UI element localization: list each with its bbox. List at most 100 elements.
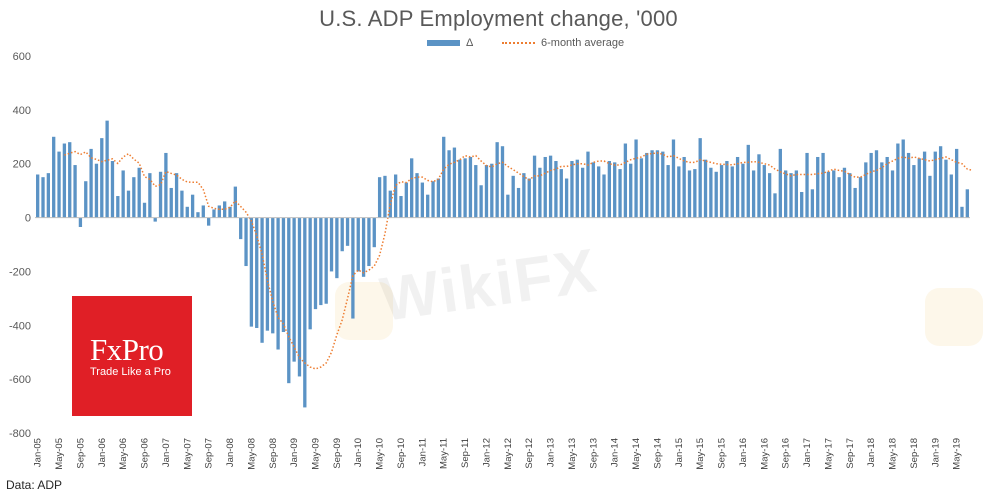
bar [666, 165, 670, 218]
x-tick-label: Jan-07 [161, 438, 172, 467]
y-tick-label: -800 [9, 428, 31, 440]
x-tick-label: May-13 [567, 438, 578, 470]
x-tick-label: Sep-12 [524, 438, 535, 469]
bar [735, 156, 740, 218]
bar [137, 167, 141, 218]
bar [821, 152, 825, 218]
bar [356, 217, 360, 272]
bar [810, 189, 815, 218]
y-tick-label: -600 [9, 374, 31, 386]
bar [271, 217, 275, 334]
bar [190, 194, 195, 218]
bar [361, 217, 366, 277]
bar [671, 139, 676, 218]
x-tick-label: Sep-13 [588, 438, 599, 469]
x-tick-label: May-10 [375, 438, 386, 470]
x-tick-label: Jan-19 [930, 438, 941, 467]
bar [68, 142, 72, 218]
bar [890, 170, 895, 218]
bar [570, 161, 574, 218]
bar [110, 161, 115, 218]
watermark-logo-icon-right [925, 288, 983, 346]
y-tick-label: 400 [13, 105, 31, 117]
bar [714, 171, 718, 218]
bar [602, 174, 606, 218]
bar [623, 143, 628, 218]
bar [869, 152, 873, 218]
x-tick-label: Jan-15 [674, 438, 685, 467]
bar [281, 217, 286, 333]
bar [960, 206, 964, 218]
bar [826, 171, 831, 218]
bar [436, 178, 441, 218]
bar [474, 165, 478, 218]
bar [591, 162, 595, 218]
bar [725, 161, 729, 218]
bar [751, 170, 756, 218]
bar [345, 217, 350, 246]
y-tick-label: -200 [9, 266, 31, 278]
bar [46, 173, 51, 218]
x-tick-label: May-08 [246, 438, 257, 470]
x-tick-label: Sep-10 [396, 438, 407, 469]
bar [206, 217, 211, 226]
y-tick-label: 200 [13, 159, 31, 171]
bar [447, 150, 451, 218]
bar [452, 147, 457, 218]
bar [276, 217, 280, 350]
bar [244, 217, 248, 267]
bar [420, 182, 425, 218]
bar [468, 156, 473, 218]
y-tick-label: 600 [13, 51, 31, 63]
bar [938, 146, 943, 218]
bar [329, 217, 334, 272]
bar [121, 170, 125, 218]
bar [287, 217, 291, 384]
y-tick-label: 0 [25, 213, 31, 225]
bar [426, 194, 430, 218]
bar [837, 177, 841, 218]
bar [126, 190, 131, 218]
bar [693, 169, 697, 218]
bar [239, 217, 243, 240]
bar [767, 173, 772, 218]
bar [703, 159, 708, 218]
source-note: Data: ADP [6, 478, 63, 492]
bar [564, 178, 569, 218]
x-tick-label: Sep-17 [845, 438, 856, 469]
bar [698, 138, 702, 218]
bar [858, 177, 863, 218]
x-tick-label: May-11 [439, 438, 450, 469]
bar [57, 151, 61, 218]
bar [682, 156, 686, 218]
bar-series [36, 120, 969, 408]
bar [116, 196, 120, 218]
bar [954, 148, 959, 218]
bar [100, 138, 104, 218]
x-tick-label: May-09 [311, 438, 322, 470]
x-tick-label: May-16 [759, 438, 770, 470]
bar [132, 177, 136, 218]
x-tick-label: May-15 [695, 438, 706, 470]
bar [89, 148, 93, 218]
bar [554, 161, 558, 218]
bar [613, 162, 617, 218]
bar [463, 158, 467, 218]
bar [297, 217, 302, 377]
x-tick-label: Jan-09 [289, 438, 300, 467]
x-tick-label: Sep-14 [652, 438, 663, 469]
bar [410, 158, 414, 218]
bar [677, 166, 681, 218]
bar [52, 136, 56, 218]
bar [265, 217, 270, 331]
bar [634, 139, 638, 218]
bar [922, 151, 927, 218]
bar [618, 169, 622, 218]
bar [367, 217, 371, 267]
bar [650, 150, 654, 218]
bar [78, 217, 83, 227]
legend-label-bars: Δ [466, 37, 474, 49]
x-tick-label: Sep-07 [204, 438, 215, 469]
bar [896, 143, 900, 218]
bar [292, 217, 296, 362]
